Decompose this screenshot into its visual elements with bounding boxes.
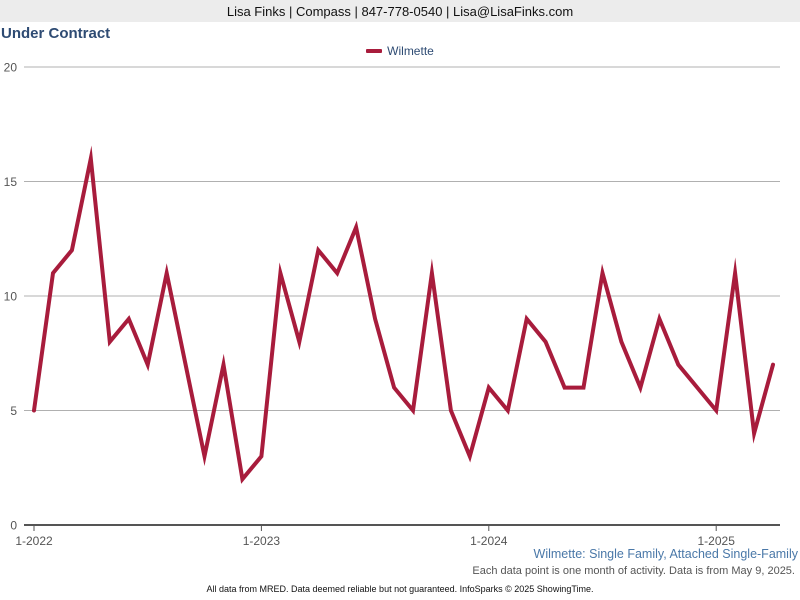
data-point[interactable] xyxy=(50,270,56,276)
data-point[interactable] xyxy=(675,362,681,368)
data-point[interactable] xyxy=(637,385,643,391)
data-point[interactable] xyxy=(562,385,568,391)
grid-lines xyxy=(24,66,780,411)
data-point[interactable] xyxy=(353,224,359,230)
x-tick-label: 1-2024 xyxy=(470,534,508,548)
data-point[interactable] xyxy=(448,408,454,414)
series-line-wilmette[interactable] xyxy=(32,145,775,484)
data-point[interactable] xyxy=(315,247,321,253)
y-tick-label: 15 xyxy=(4,175,18,189)
data-point[interactable] xyxy=(581,385,587,391)
x-tick-label: 1-2022 xyxy=(15,534,53,548)
data-point[interactable] xyxy=(183,362,189,368)
legend-label-wilmette: Wilmette xyxy=(387,44,434,58)
y-tick-label: 20 xyxy=(4,61,18,75)
data-point[interactable] xyxy=(31,408,37,414)
data-point[interactable] xyxy=(486,385,492,391)
data-point[interactable] xyxy=(524,316,530,322)
chart-subtitle: Wilmette: Single Family, Attached Single… xyxy=(533,547,798,561)
x-tick-label: 1-2023 xyxy=(243,534,281,548)
chart-legend[interactable]: Wilmette xyxy=(0,44,800,58)
data-point[interactable] xyxy=(713,408,719,414)
data-point[interactable] xyxy=(732,270,738,276)
y-tick-label: 5 xyxy=(10,404,17,418)
data-point[interactable] xyxy=(656,316,662,322)
data-point[interactable] xyxy=(618,339,624,345)
data-point[interactable] xyxy=(751,430,757,436)
data-point[interactable] xyxy=(239,476,245,482)
data-point[interactable] xyxy=(429,270,435,276)
y-tick-label: 0 xyxy=(10,519,17,533)
data-point[interactable] xyxy=(694,385,700,391)
series-wilmette xyxy=(31,145,776,484)
data-point[interactable] xyxy=(372,316,378,322)
data-point[interactable] xyxy=(467,453,473,459)
data-point[interactable] xyxy=(410,408,416,414)
data-point[interactable] xyxy=(258,453,264,459)
footer-disclaimer: All data from MRED. Data deemed reliable… xyxy=(206,584,594,594)
axes: 0 5 10 15 20 1-2022 1-2023 1-2024 1-2025 xyxy=(4,61,780,548)
data-point[interactable] xyxy=(221,362,227,368)
data-point[interactable] xyxy=(543,339,549,345)
data-point[interactable] xyxy=(164,270,170,276)
data-point[interactable] xyxy=(770,362,776,368)
data-note: Each data point is one month of activity… xyxy=(472,565,795,577)
legend-swatch xyxy=(366,49,383,53)
data-point[interactable] xyxy=(88,156,94,162)
chart-title: Under Contract xyxy=(1,25,111,42)
data-point[interactable] xyxy=(126,316,132,322)
data-point[interactable] xyxy=(505,408,511,414)
contact-header: Lisa Finks | Compass | 847-778-0540 | Li… xyxy=(0,0,800,22)
x-tick-label: 1-2025 xyxy=(698,534,736,548)
data-point[interactable] xyxy=(107,339,113,345)
data-point[interactable] xyxy=(69,247,75,253)
data-point[interactable] xyxy=(600,270,606,276)
data-point[interactable] xyxy=(145,362,151,368)
y-tick-label: 10 xyxy=(4,290,18,304)
data-point[interactable] xyxy=(296,339,302,345)
data-point[interactable] xyxy=(277,270,283,276)
data-point[interactable] xyxy=(391,385,397,391)
data-point[interactable] xyxy=(202,453,208,459)
data-point[interactable] xyxy=(334,270,340,276)
